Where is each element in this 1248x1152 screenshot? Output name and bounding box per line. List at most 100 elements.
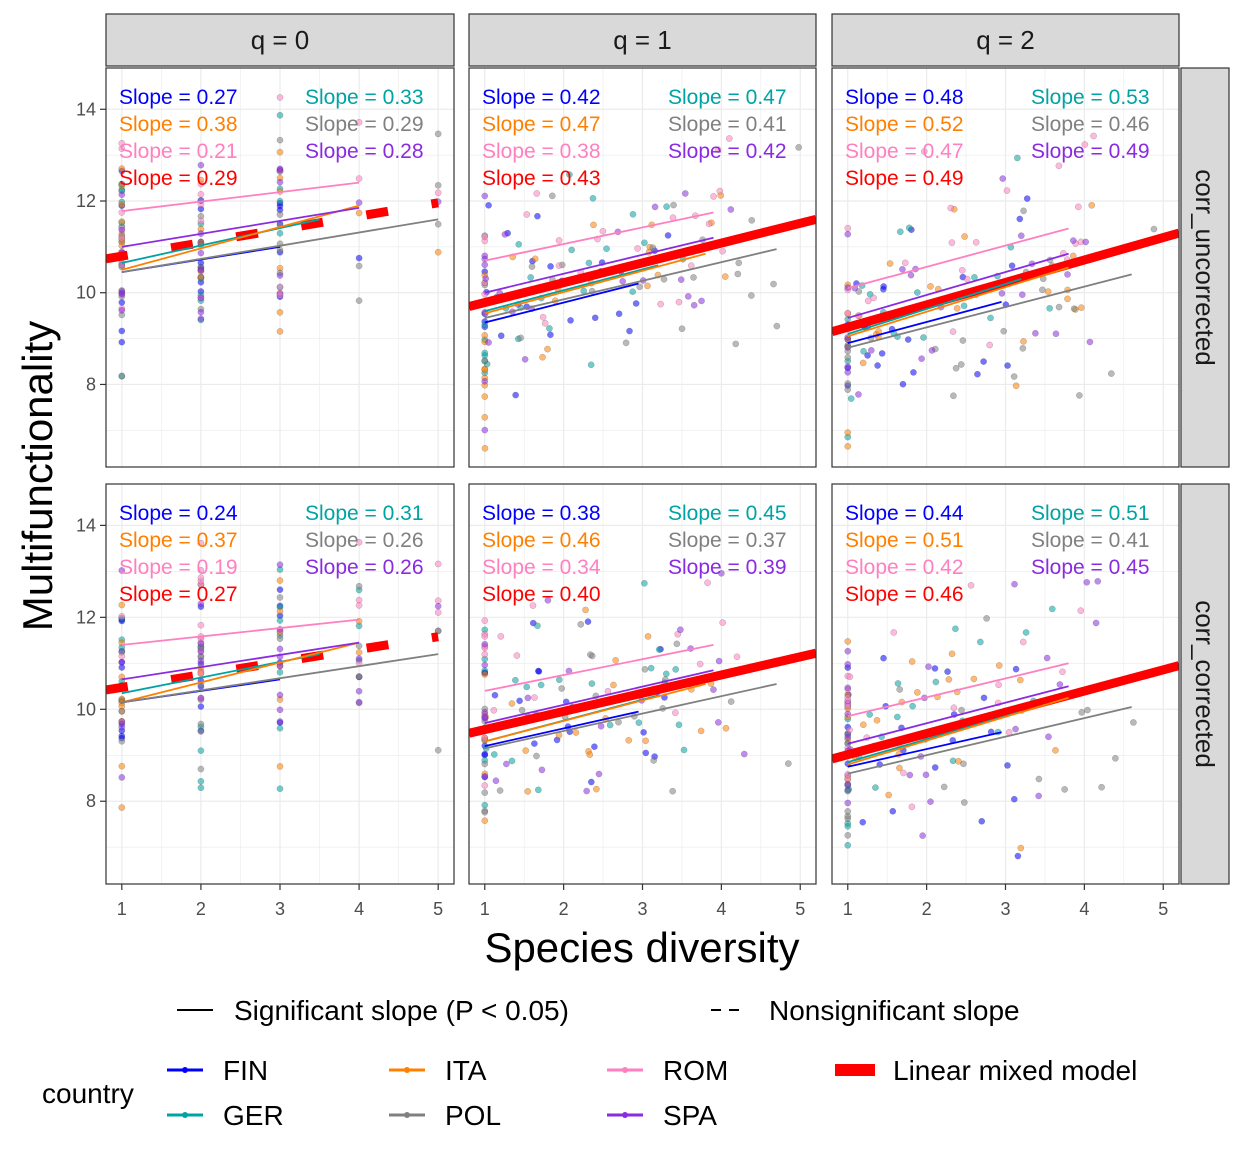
data-point: [276, 328, 284, 335]
slope-label: Slope = 0.26: [305, 556, 424, 579]
data-point: [118, 327, 126, 335]
data-point: [950, 392, 957, 400]
data-point: [1083, 578, 1091, 586]
data-point: [1000, 327, 1008, 335]
country-fit-line: [847, 266, 1069, 338]
slope-label: Slope = 0.28: [305, 140, 424, 163]
panel-border: [105, 483, 455, 885]
data-point: [595, 770, 603, 778]
slope-label: Slope = 0.42: [482, 86, 601, 109]
x-tick-label: 2: [196, 899, 206, 919]
data-point: [534, 786, 542, 794]
data-point: [907, 271, 915, 279]
panel-border: [468, 483, 817, 885]
data-point: [568, 246, 576, 254]
data-point: [1055, 162, 1063, 170]
col-strip: [105, 13, 455, 67]
data-point: [481, 233, 489, 241]
data-point: [482, 275, 490, 282]
data-point: [735, 259, 743, 267]
data-point: [197, 777, 205, 785]
data-point: [1004, 762, 1011, 769]
data-point: [664, 232, 672, 239]
data-point: [548, 192, 556, 200]
data-point: [673, 640, 681, 648]
data-point: [481, 808, 489, 816]
data-point: [928, 347, 936, 354]
data-point: [434, 181, 442, 189]
data-point: [434, 220, 442, 228]
data-point: [538, 766, 546, 774]
data-point: [481, 640, 489, 648]
data-point: [714, 146, 722, 153]
data-point: [684, 293, 692, 300]
data-point: [844, 841, 852, 849]
data-point: [118, 191, 126, 199]
data-point: [920, 334, 927, 341]
data-point: [948, 650, 956, 658]
data-point: [555, 237, 563, 244]
data-point: [491, 691, 499, 699]
slope-label: Slope = 0.29: [305, 113, 424, 136]
data-point: [481, 617, 489, 624]
data-point: [640, 729, 647, 736]
data-point: [773, 322, 781, 330]
data-point: [587, 361, 595, 369]
data-point: [276, 594, 284, 601]
data-point: [890, 629, 898, 636]
data-point: [582, 606, 589, 614]
data-point: [733, 653, 741, 661]
data-point: [1064, 271, 1071, 278]
data-point: [714, 719, 722, 726]
y-tick-label: 8: [86, 791, 96, 811]
data-point: [978, 817, 986, 825]
lmm-fit-line: [832, 228, 1179, 337]
data-point: [958, 706, 965, 714]
x-tick-label: 4: [716, 899, 726, 919]
data-point: [1070, 305, 1078, 313]
facet-panel: Slope = 0.38 Slope = 0.46 Slope = 0.34 Slop…: [468, 483, 817, 885]
slope-label: Slope = 0.46: [845, 583, 964, 606]
data-point: [434, 560, 442, 568]
data-point: [844, 380, 852, 387]
data-point: [518, 706, 526, 714]
data-point: [844, 831, 852, 839]
data-point: [687, 262, 695, 270]
data-point: [276, 165, 284, 173]
data-point: [539, 353, 546, 361]
data-point: [276, 586, 284, 594]
data-point: [896, 764, 903, 772]
data-point: [913, 289, 921, 296]
data-point: [1076, 392, 1083, 399]
country-fit-line: [847, 227, 1069, 290]
row-strip-label: corr_corrected: [1190, 600, 1220, 768]
data-point: [844, 224, 852, 232]
row-strip-label: corr_uncorrected: [1190, 169, 1220, 366]
panel-border: [831, 67, 1180, 468]
data-point: [537, 681, 545, 689]
data-point: [434, 609, 442, 616]
data-point: [987, 314, 994, 322]
data-point: [1098, 783, 1105, 791]
slope-label: Slope = 0.19: [119, 556, 238, 579]
data-point: [197, 703, 205, 710]
data-point: [481, 261, 489, 269]
data-point: [1086, 338, 1094, 346]
data-point: [715, 657, 723, 665]
data-point: [485, 339, 492, 346]
slope-label: Slope = 0.45: [668, 502, 787, 525]
country-fit-line: [847, 662, 1069, 718]
slope-label: Slope = 0.42: [668, 140, 787, 163]
data-point: [844, 647, 852, 655]
data-point: [1012, 665, 1020, 673]
data-point: [931, 764, 939, 771]
x-tick-label: 1: [117, 899, 127, 919]
slope-label: Slope = 0.38: [119, 113, 238, 136]
data-point: [1064, 295, 1071, 303]
data-point: [118, 707, 126, 715]
legend-title: country: [42, 1078, 134, 1109]
data-point: [899, 380, 907, 388]
data-point: [591, 314, 599, 322]
data-point: [919, 832, 926, 840]
data-point: [1032, 329, 1039, 337]
